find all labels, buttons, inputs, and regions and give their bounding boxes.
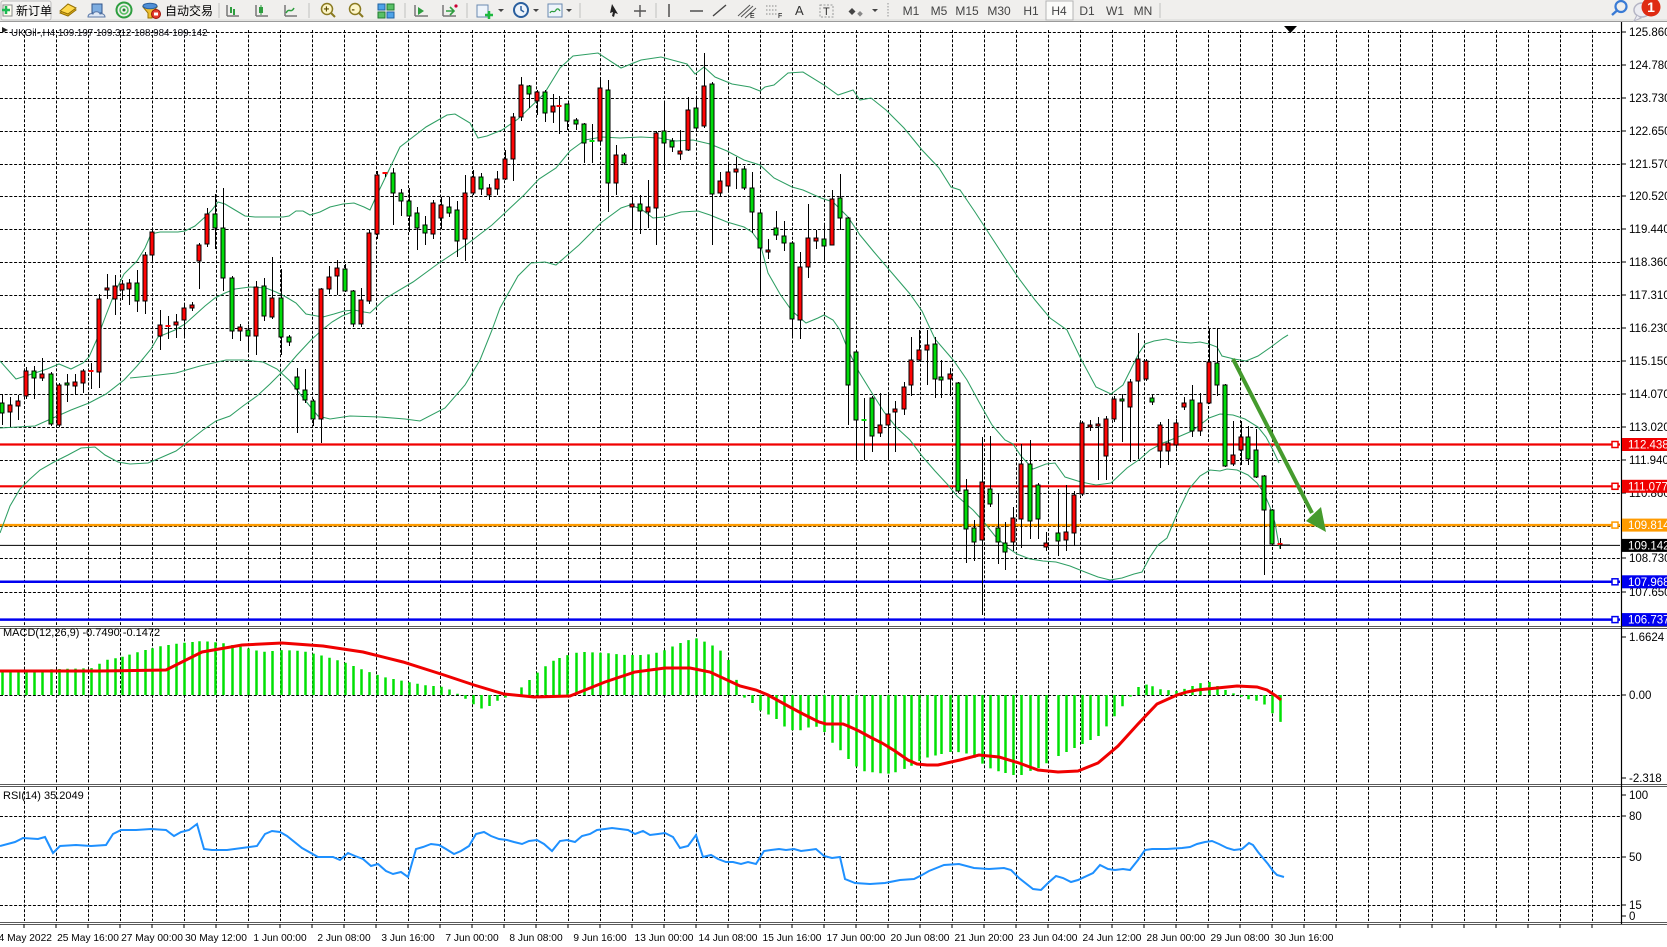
svg-text:117.310: 117.310 [1629, 290, 1667, 302]
svg-text:MACD(12,26,9) -0.7490 -0.1472: MACD(12,26,9) -0.7490 -0.1472 [3, 627, 160, 639]
svg-text:23 Jun 04:00: 23 Jun 04:00 [1019, 933, 1078, 944]
svg-text:123.730: 123.730 [1629, 93, 1667, 105]
svg-text:0: 0 [1629, 911, 1635, 923]
svg-text:111.077: 111.077 [1628, 481, 1667, 493]
svg-text:-2.318: -2.318 [1629, 773, 1662, 785]
svg-text:109.814: 109.814 [1628, 520, 1667, 532]
svg-text:1: 1 [1647, 0, 1655, 15]
svg-text:17 Jun 00:00: 17 Jun 00:00 [827, 933, 886, 944]
svg-text:29 Jun 08:00: 29 Jun 08:00 [1211, 933, 1270, 944]
svg-text:115.150: 115.150 [1629, 356, 1667, 368]
svg-text:1 Jun 00:00: 1 Jun 00:00 [253, 933, 307, 944]
svg-text:21 Jun 20:00: 21 Jun 20:00 [955, 933, 1014, 944]
svg-text:M15: M15 [955, 4, 979, 18]
svg-text:9 Jun 16:00: 9 Jun 16:00 [573, 933, 627, 944]
svg-text:7 Jun 00:00: 7 Jun 00:00 [445, 933, 499, 944]
svg-text:119.440: 119.440 [1629, 224, 1667, 236]
svg-text:121.570: 121.570 [1629, 159, 1667, 171]
svg-text:1.6624: 1.6624 [1629, 632, 1665, 644]
svg-text:108.730: 108.730 [1629, 553, 1667, 565]
svg-text:14 Jun 08:00: 14 Jun 08:00 [699, 933, 758, 944]
svg-text:122.650: 122.650 [1629, 126, 1667, 138]
svg-text:30 May 12:00: 30 May 12:00 [185, 933, 247, 944]
svg-text:15 Jun 16:00: 15 Jun 16:00 [763, 933, 822, 944]
svg-text:+: + [324, 5, 330, 16]
svg-text:125.860: 125.860 [1629, 27, 1667, 39]
svg-text:50: 50 [1629, 852, 1642, 864]
svg-text:107.968: 107.968 [1628, 577, 1667, 589]
svg-text:A: A [795, 3, 804, 18]
svg-text:0.00: 0.00 [1629, 690, 1651, 702]
svg-text:116.230: 116.230 [1629, 323, 1667, 335]
svg-text:UKOil-,H4 109.197 109.312 108: UKOil-,H4 109.197 109.312 108.984 109.14… [11, 28, 208, 39]
svg-text:124.780: 124.780 [1629, 60, 1667, 72]
svg-text:新订单: 新订单 [16, 3, 52, 18]
svg-text:118.360: 118.360 [1629, 257, 1667, 269]
svg-text:自动交易: 自动交易 [165, 3, 213, 18]
svg-text:H1: H1 [1023, 4, 1039, 18]
svg-text:112.438: 112.438 [1628, 440, 1667, 452]
svg-text:-: - [352, 5, 355, 16]
svg-text:F: F [778, 13, 782, 20]
svg-text:3 Jun 16:00: 3 Jun 16:00 [381, 933, 435, 944]
svg-text:RSI(14) 35.2049: RSI(14) 35.2049 [3, 790, 84, 802]
svg-text:109.142: 109.142 [1628, 540, 1667, 552]
svg-text:MN: MN [1134, 4, 1153, 18]
svg-text:M1: M1 [903, 4, 920, 18]
svg-text:107.650: 107.650 [1629, 587, 1667, 599]
svg-text:111.940: 111.940 [1629, 455, 1667, 467]
svg-text:H4: H4 [1051, 4, 1067, 18]
svg-text:20 Jun 08:00: 20 Jun 08:00 [891, 933, 950, 944]
svg-text:13 Jun 00:00: 13 Jun 00:00 [635, 933, 694, 944]
svg-text:30 Jun 16:00: 30 Jun 16:00 [1275, 933, 1334, 944]
svg-text:25 May 16:00: 25 May 16:00 [57, 933, 119, 944]
svg-text:24 Jun 12:00: 24 Jun 12:00 [1083, 933, 1142, 944]
svg-text:8 Jun 08:00: 8 Jun 08:00 [509, 933, 563, 944]
svg-text:15: 15 [1629, 900, 1642, 912]
svg-text:W1: W1 [1106, 4, 1124, 18]
svg-text:114.070: 114.070 [1629, 389, 1667, 401]
svg-text:100: 100 [1629, 790, 1648, 802]
svg-text:113.020: 113.020 [1629, 422, 1667, 434]
svg-text:D1: D1 [1079, 4, 1095, 18]
svg-text:106.737: 106.737 [1628, 615, 1667, 627]
svg-text:24 May 2022: 24 May 2022 [0, 933, 52, 944]
svg-text:28 Jun 00:00: 28 Jun 00:00 [1147, 933, 1206, 944]
svg-text:120.520: 120.520 [1629, 191, 1667, 203]
svg-text:M30: M30 [987, 4, 1011, 18]
svg-text:80: 80 [1629, 811, 1642, 823]
svg-text:E: E [750, 13, 755, 20]
svg-text:27 May 00:00: 27 May 00:00 [121, 933, 183, 944]
svg-text:T: T [823, 6, 830, 18]
svg-text:M5: M5 [931, 4, 948, 18]
svg-text:2 Jun 08:00: 2 Jun 08:00 [317, 933, 371, 944]
